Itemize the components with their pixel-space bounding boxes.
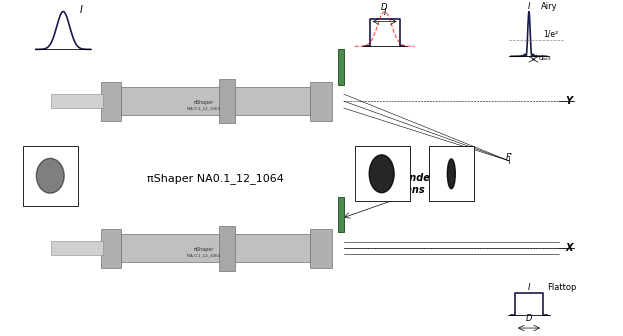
Text: 1/e²: 1/e² <box>543 30 558 39</box>
Ellipse shape <box>447 159 455 189</box>
Text: NA 0.1_12_1064: NA 0.1_12_1064 <box>188 106 221 110</box>
Bar <box>338 197 344 233</box>
Bar <box>121 235 310 262</box>
Ellipse shape <box>369 155 394 193</box>
Bar <box>429 146 474 201</box>
Text: πShaper: πShaper <box>194 100 214 105</box>
Text: D: D <box>381 3 387 11</box>
Text: πShaper: πShaper <box>194 247 214 252</box>
Bar <box>51 242 103 255</box>
Bar <box>121 87 310 115</box>
Bar <box>51 94 103 108</box>
Text: Cylinder
Lens: Cylinder Lens <box>390 173 435 195</box>
Bar <box>310 229 332 268</box>
Text: Airy: Airy <box>541 2 558 10</box>
Bar <box>310 82 332 121</box>
Text: F': F' <box>505 153 513 162</box>
Bar <box>101 82 121 121</box>
Ellipse shape <box>36 158 64 193</box>
Bar <box>219 226 235 271</box>
Bar <box>354 146 409 201</box>
Bar <box>24 146 78 206</box>
Text: I: I <box>383 7 386 16</box>
Text: I: I <box>528 2 530 10</box>
Text: πShaper NA0.1_12_1064: πShaper NA0.1_12_1064 <box>147 173 284 184</box>
Bar <box>101 229 121 268</box>
Text: X: X <box>566 243 573 253</box>
Text: dₐₑ₂: dₐₑ₂ <box>539 55 552 61</box>
Text: Y: Y <box>566 96 573 106</box>
Text: D: D <box>526 314 532 323</box>
Text: I: I <box>80 5 82 14</box>
Text: Flattop: Flattop <box>547 283 576 292</box>
Text: I: I <box>528 283 530 292</box>
Bar <box>338 49 344 85</box>
Text: NA 0.1_12_1064: NA 0.1_12_1064 <box>188 253 221 257</box>
Bar <box>219 79 235 123</box>
